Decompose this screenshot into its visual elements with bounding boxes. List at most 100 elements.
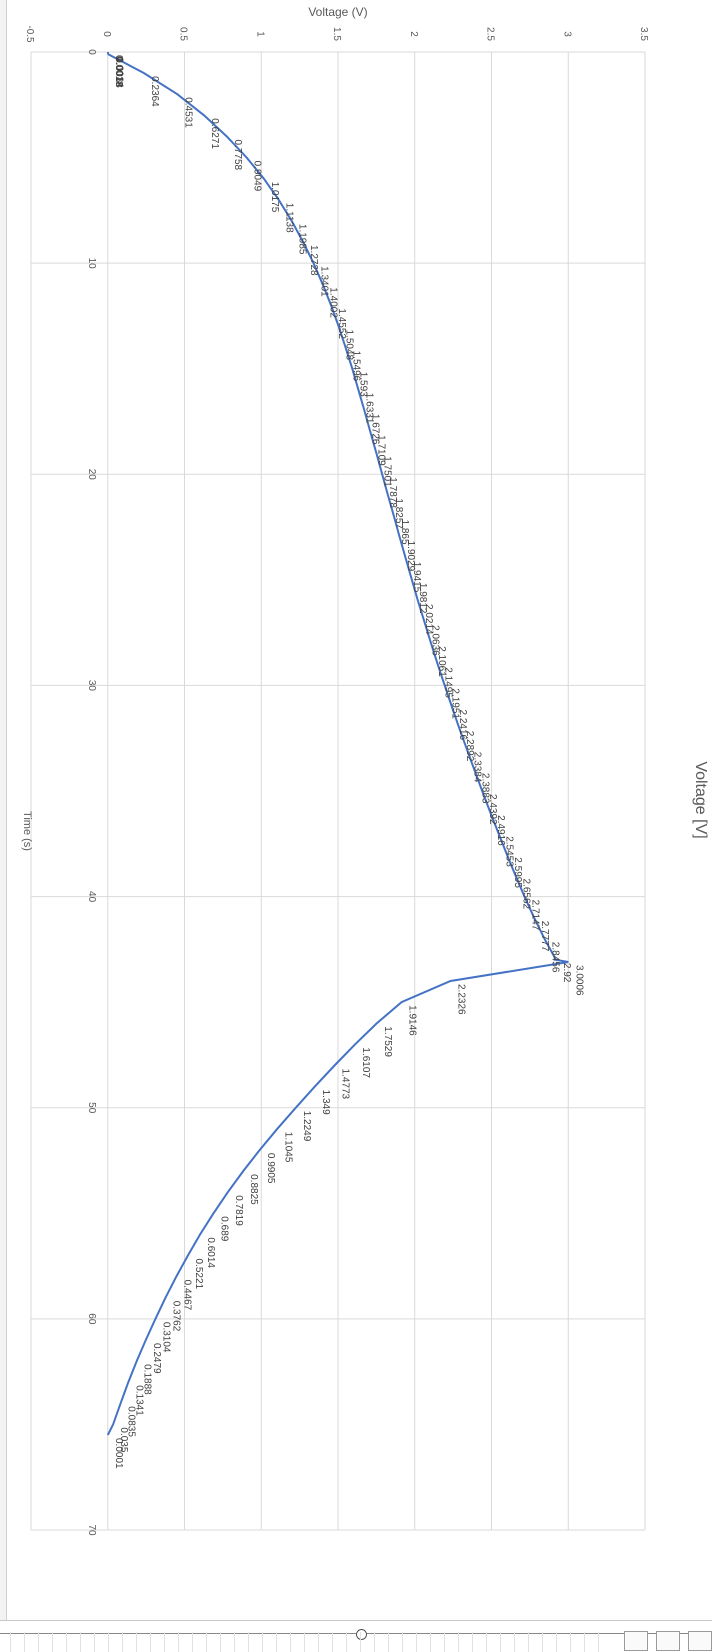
sheet-cell[interactable]: [150, 1632, 164, 1652]
sheet-cell[interactable]: [80, 1632, 94, 1652]
time-tick-label: 20: [86, 469, 97, 481]
sheet-cell[interactable]: [234, 1632, 248, 1652]
data-label: 1.5048: [344, 330, 355, 361]
data-label: 0.689: [219, 1216, 230, 1241]
data-label: 1.1985: [297, 224, 308, 255]
data-label: 0.0018: [113, 57, 124, 88]
sheet-cell[interactable]: [584, 1632, 598, 1652]
data-label: 1.865: [399, 520, 410, 545]
sheet-cell[interactable]: [248, 1632, 262, 1652]
sheet-cell[interactable]: [332, 1632, 346, 1652]
data-label: 2.2326: [456, 984, 467, 1015]
sheet-cell[interactable]: [66, 1632, 80, 1652]
sheet-cell[interactable]: [276, 1632, 290, 1652]
sheet-cell[interactable]: [94, 1632, 108, 1652]
data-label: 0.4531: [182, 97, 193, 128]
sheet-cell[interactable]: [52, 1632, 66, 1652]
data-label: 1.3401: [319, 266, 330, 297]
sheet-cell[interactable]: [486, 1632, 500, 1652]
time-tick-label: 50: [86, 1102, 97, 1114]
data-label: 1.6107: [360, 1047, 371, 1078]
sheet-cell[interactable]: [38, 1632, 52, 1652]
sheet-cell[interactable]: [556, 1632, 570, 1652]
sheet-cell[interactable]: [136, 1632, 150, 1652]
sheet-cell[interactable]: [290, 1632, 304, 1652]
time-tick-label: 10: [86, 258, 97, 270]
sheet-cell[interactable]: [178, 1632, 192, 1652]
sheet-cell[interactable]: [318, 1632, 332, 1652]
data-label: 1.4002: [328, 287, 339, 318]
sheet-cell[interactable]: [220, 1632, 234, 1652]
data-label: 0.6271: [209, 118, 220, 149]
data-label: 1.9029: [405, 541, 416, 572]
voltage-tick-label: -0.5: [24, 25, 35, 43]
data-label: 0.7819: [233, 1195, 244, 1226]
data-label: 1.7878: [387, 477, 398, 508]
data-label: 0.0018: [113, 56, 124, 87]
data-label: 0.0001: [113, 1438, 124, 1469]
data-label: 0.0034: [113, 57, 124, 88]
data-label: 1.349: [320, 1090, 331, 1115]
data-label: 1.2249: [301, 1111, 312, 1142]
view-page-break-button[interactable]: [688, 1631, 712, 1651]
data-label: 0.3104: [160, 1322, 171, 1353]
sheet-scroll-bar[interactable]: [0, 1620, 712, 1652]
sheet-cell[interactable]: [388, 1632, 402, 1652]
sheet-cell[interactable]: [262, 1632, 276, 1652]
view-layout-button[interactable]: [656, 1631, 680, 1651]
sheet-cell[interactable]: [304, 1632, 318, 1652]
sheet-cell[interactable]: [458, 1632, 472, 1652]
sheet-cell[interactable]: [472, 1632, 486, 1652]
window-left-edge: [0, 0, 7, 1651]
data-label: 1.9812: [417, 583, 428, 614]
data-label: 2.7777: [539, 921, 550, 952]
sheet-cell[interactable]: [444, 1632, 458, 1652]
sheet-cell[interactable]: [10, 1632, 24, 1652]
sheet-cell[interactable]: [402, 1632, 416, 1652]
sheet-cell[interactable]: [192, 1632, 206, 1652]
data-label: 1.6726: [370, 414, 381, 445]
data-label: 1.593: [357, 372, 368, 397]
data-label: 2.0636: [430, 625, 441, 656]
data-label: 2.4392: [487, 794, 498, 825]
voltage-series-line: [106, 51, 569, 1436]
time-tick-label: 0: [86, 49, 97, 55]
sheet-cell[interactable]: [346, 1632, 360, 1652]
data-label: 2.3384: [472, 752, 483, 783]
sheet-cell[interactable]: [598, 1632, 612, 1652]
sheet-cell[interactable]: [570, 1632, 584, 1652]
voltage-tick-label: 1: [254, 31, 265, 37]
zoom-slider-knob[interactable]: [356, 1629, 367, 1640]
data-label: 0.5221: [193, 1259, 204, 1290]
data-label: 2.92: [561, 963, 572, 983]
data-label: 1.6331: [363, 393, 374, 424]
voltage-tick-label: 3: [561, 31, 572, 37]
sheet-cell[interactable]: [528, 1632, 542, 1652]
voltage-tick-label: 0: [101, 31, 112, 37]
data-label: 1.7529: [382, 1026, 393, 1057]
data-label: 2.1061: [436, 646, 447, 677]
sheet-cell[interactable]: [542, 1632, 556, 1652]
data-label: 0.8825: [248, 1174, 259, 1205]
sheet-cell[interactable]: [24, 1632, 38, 1652]
sheet-cell[interactable]: [416, 1632, 430, 1652]
sheet-cell[interactable]: [164, 1632, 178, 1652]
data-label: 0: [113, 55, 124, 61]
voltage-tick-label: 2: [408, 31, 419, 37]
sheet-cell[interactable]: [500, 1632, 514, 1652]
data-label: 0.7758: [232, 140, 243, 171]
sheet-cell[interactable]: [108, 1632, 122, 1652]
sheet-cell[interactable]: [430, 1632, 444, 1652]
view-normal-button[interactable]: [624, 1631, 648, 1651]
sheet-cell[interactable]: [122, 1632, 136, 1652]
data-label: 0.4467: [181, 1280, 192, 1311]
voltage-tick-label: 0.5: [178, 27, 189, 41]
data-label: 2.5453: [504, 836, 515, 867]
sheet-cell[interactable]: [514, 1632, 528, 1652]
data-label: 0.9049: [252, 161, 263, 192]
sheet-cell[interactable]: [374, 1632, 388, 1652]
data-label: 1.7501: [381, 456, 392, 487]
sheet-cell[interactable]: [206, 1632, 220, 1652]
sheet-cell[interactable]: [360, 1632, 374, 1652]
